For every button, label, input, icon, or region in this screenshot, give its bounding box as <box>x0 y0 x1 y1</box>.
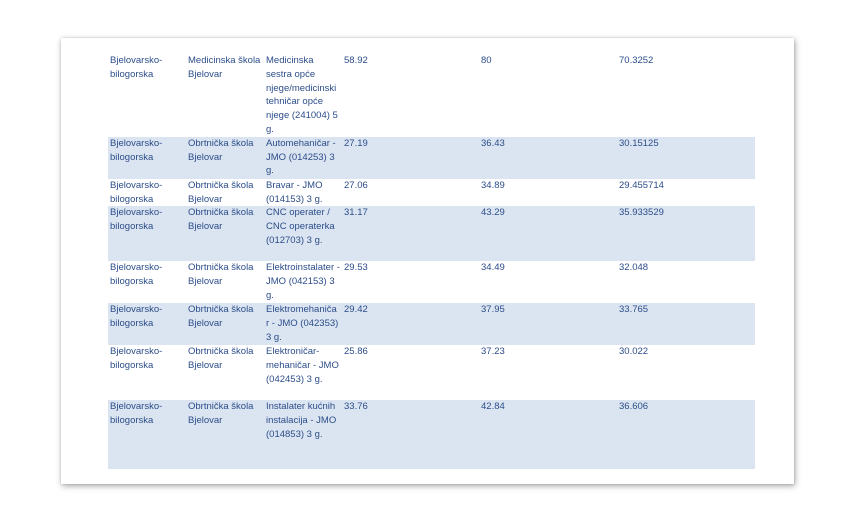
value-cell-1: 25.86 <box>344 346 368 358</box>
value-cell-2: 43.29 <box>479 206 617 262</box>
county-cell: Bjelovarsko- bilogorska <box>110 346 163 372</box>
table-row: Bjelovarsko- bilogorska Obrtnička škola … <box>108 303 755 346</box>
value-cell-3: 29.455714 <box>619 179 664 191</box>
value-cell-2: 36.43 <box>479 136 617 179</box>
value-cell-1: 31.17 <box>342 206 479 262</box>
school-cell: Obrtnička škola Bjelovar <box>188 346 254 372</box>
table-row: Bjelovarsko- bilogorska Obrtnička škola … <box>108 136 755 179</box>
program-cell: Bravar - JMO (014153) 3 g. <box>266 179 323 205</box>
program-cell: Instalater kućnih instalacija - JMO (014… <box>264 400 342 470</box>
value-cell-1: 58.92 <box>344 55 368 66</box>
county-cell: Bjelovarsko- bilogorska <box>108 206 186 262</box>
value-cell-2: 37.95 <box>479 303 617 346</box>
program-cell: Elektroničar- mehaničar - JMO (042453) 3… <box>266 346 339 385</box>
value-cell-2: 37.23 <box>481 346 505 358</box>
table-row: Bjelovarsko- bilogorska Medicinska škola… <box>108 54 755 137</box>
table-row: Bjelovarsko- bilogorska Obrtnička škola … <box>108 206 755 262</box>
program-cell: Elektromehaniča r - JMO (042353) 3 g. <box>264 303 342 346</box>
value-cell-2: 34.89 <box>481 179 505 191</box>
value-cell-1: 29.53 <box>344 262 368 274</box>
value-cell-2: 42.84 <box>479 400 617 470</box>
school-cell: Obrtnička škola Bjelovar <box>186 400 264 470</box>
value-cell-1: 27.06 <box>344 179 368 191</box>
county-cell: Bjelovarsko- bilogorska <box>108 136 186 179</box>
school-cell: Obrtnička škola Bjelovar <box>188 179 254 205</box>
county-cell: Bjelovarsko- bilogorska <box>110 262 163 288</box>
program-cell: Medicinska sestra opće njege/medicinski … <box>266 55 338 135</box>
value-cell-2: 34.49 <box>481 262 505 274</box>
value-cell-3: 30.022 <box>619 346 649 358</box>
county-cell: Bjelovarsko- bilogorska <box>108 400 186 470</box>
school-cell: Medicinska škola Bjelovar <box>188 55 261 80</box>
data-table: Bjelovarsko- bilogorska Medicinska škola… <box>108 54 755 470</box>
program-cell: Automehaničar - JMO (014253) 3 g. <box>264 136 342 179</box>
value-cell-3: 33.765 <box>617 303 755 346</box>
value-cell-3: 35.933529 <box>617 206 755 262</box>
county-cell: Bjelovarsko- bilogorska <box>110 179 163 205</box>
table-row: Bjelovarsko- bilogorska Obrtnička škola … <box>108 261 755 303</box>
school-cell: Obrtnička škola Bjelovar <box>186 206 264 262</box>
county-cell: Bjelovarsko- bilogorska <box>108 303 186 346</box>
value-cell-3: 70.3252 <box>619 55 654 66</box>
school-cell: Obrtnička škola Bjelovar <box>186 136 264 179</box>
value-cell-3: 32.048 <box>619 262 649 274</box>
program-cell: CNC operater / CNC operaterka (012703) 3… <box>264 206 342 262</box>
value-cell-1: 27.19 <box>342 136 479 179</box>
value-cell-2: 80 <box>481 55 492 66</box>
table-row: Bjelovarsko- bilogorska Obrtnička škola … <box>108 179 755 207</box>
value-cell-3: 36.606 <box>617 400 755 470</box>
program-cell: Elektroinstalater - JMO (042153) 3 g. <box>266 262 340 301</box>
school-cell: Obrtnička škola Bjelovar <box>188 262 254 288</box>
value-cell-1: 29.42 <box>342 303 479 346</box>
table-row: Bjelovarsko- bilogorska Obrtnička škola … <box>108 345 755 400</box>
document-page: Bjelovarsko- bilogorska Medicinska škola… <box>61 38 794 484</box>
value-cell-1: 33.76 <box>342 400 479 470</box>
table-row: Bjelovarsko- bilogorska Obrtnička škola … <box>108 400 755 470</box>
county-cell: Bjelovarsko- bilogorska <box>110 55 163 80</box>
school-cell: Obrtnička škola Bjelovar <box>186 303 264 346</box>
value-cell-3: 30.15125 <box>617 136 755 179</box>
table-body: Bjelovarsko- bilogorska Medicinska škola… <box>108 54 755 470</box>
